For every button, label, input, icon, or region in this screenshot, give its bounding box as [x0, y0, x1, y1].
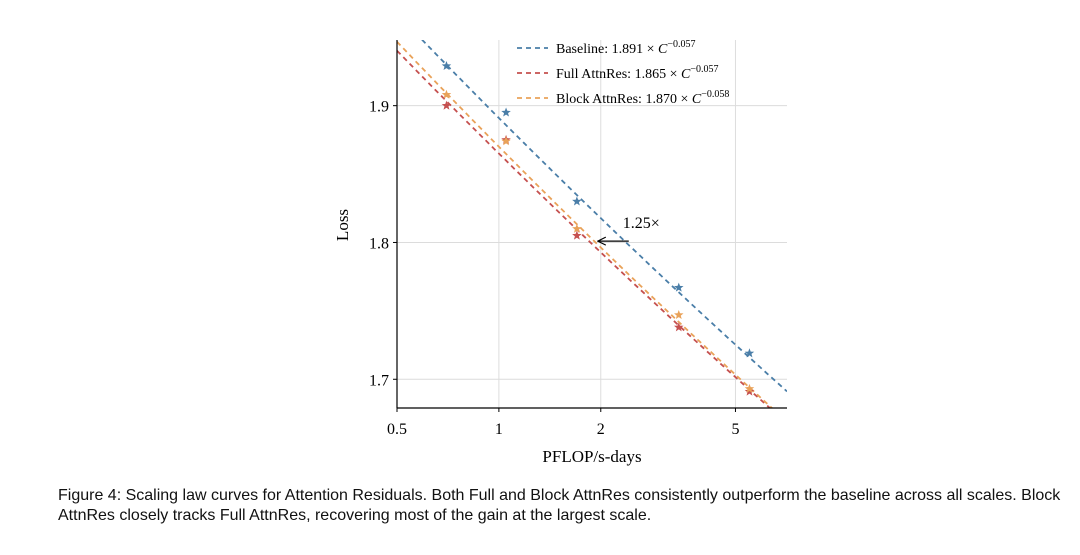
- speedup-label: 1.25×: [623, 215, 660, 232]
- data-point-star: [744, 383, 755, 393]
- x-tick-label: 5: [731, 421, 739, 438]
- caption-text: Scaling law curves for Attention Residua…: [58, 487, 1061, 524]
- data-point-star: [572, 196, 582, 206]
- y-axis-label: Loss: [333, 209, 352, 241]
- legend: Baseline: 1.891 × C−0.057 Full AttnRes: 1…: [517, 39, 729, 107]
- fit-lines: [397, 40, 787, 408]
- caption-label: Figure 4:: [58, 487, 122, 504]
- data-point-star: [674, 309, 684, 320]
- legend-label: Block AttnRes: 1.870 × C−0.058: [556, 89, 729, 107]
- data-point-star: [744, 386, 755, 396]
- x-axis-label: PFLOP/s-days: [542, 447, 641, 466]
- y-tick-label: 1.8: [369, 235, 389, 252]
- x-tick-label: 2: [597, 421, 605, 438]
- fit-line: [397, 50, 772, 408]
- data-point-star: [744, 348, 755, 358]
- data-markers: [441, 60, 755, 396]
- data-point-star: [572, 223, 582, 233]
- data-point-star: [441, 100, 452, 110]
- x-tick-label: 0.5: [387, 421, 407, 438]
- fit-line: [397, 41, 774, 408]
- data-point-star: [441, 89, 452, 99]
- x-tick-label: 1: [495, 421, 503, 438]
- legend-label: Full AttnRes: 1.865 × C−0.057: [556, 64, 718, 82]
- tick-labels: 0.5 1 2 5 1.7 1.8 1.9: [369, 99, 739, 438]
- fit-line: [421, 40, 787, 393]
- data-point-star: [674, 282, 684, 292]
- data-point-star: [674, 322, 684, 332]
- axes: [396, 40, 787, 409]
- grid-lines: [397, 40, 787, 408]
- y-tick-label: 1.9: [369, 99, 389, 116]
- data-point-star: [441, 60, 452, 71]
- annotation: 1.25×: [598, 215, 660, 241]
- figure-caption: Figure 4: Scaling law curves for Attenti…: [58, 486, 1068, 526]
- scaling-law-chart: 0.5 1 2 51.71.81.9 PFLOP/s-days Loss 1.25× …: [333, 39, 787, 466]
- legend-label: Baseline: 1.891 × C−0.057: [556, 39, 695, 57]
- data-point-star: [572, 230, 582, 240]
- data-point-star: [501, 107, 511, 117]
- y-tick-label: 1.7: [369, 372, 389, 389]
- data-point-star: [501, 136, 511, 146]
